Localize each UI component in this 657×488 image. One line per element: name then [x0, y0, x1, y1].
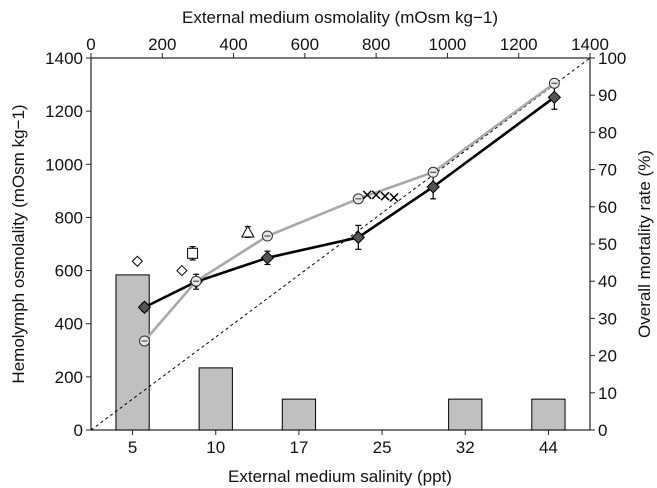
left-tick-label: 1200	[45, 102, 83, 121]
bottom-axis-title: External medium salinity (ppt)	[228, 467, 452, 486]
open-diamond-marker	[131, 255, 144, 267]
left-tick-label: 600	[55, 262, 83, 281]
extra-points	[131, 224, 255, 277]
bottom-tick-label: 44	[539, 438, 558, 457]
right-tick-label: 80	[598, 123, 617, 142]
diamond-marker	[351, 230, 366, 245]
x-marker-stroke	[371, 190, 381, 200]
open-diamond-marker	[176, 264, 188, 277]
mortality-bar	[448, 398, 483, 431]
series-line	[143, 82, 556, 342]
right-tick-label: 100	[598, 49, 626, 68]
left-tick-label: 200	[55, 368, 83, 387]
left-tick-label: 800	[55, 208, 83, 227]
mortality-bars	[115, 274, 566, 431]
top-tick-label: 0	[86, 35, 95, 54]
right-tick-label: 90	[598, 86, 617, 105]
diamond-marker	[260, 251, 275, 265]
bottom-tick-label: 17	[289, 438, 308, 457]
right-tick-label: 10	[598, 384, 617, 403]
isosmotic-line	[90, 57, 591, 431]
series-group	[137, 77, 562, 347]
top-tick-label: 200	[148, 35, 176, 54]
bottom-tick-label: 25	[373, 438, 392, 457]
top-tick-label: 1400	[571, 35, 609, 54]
right-tick-label: 60	[598, 198, 617, 217]
x-marker-stroke	[380, 191, 390, 201]
series-3	[362, 190, 399, 203]
right-tick-label: 30	[598, 309, 617, 328]
series-line	[143, 96, 556, 309]
series-2	[138, 77, 560, 347]
left-tick-label: 1400	[45, 49, 83, 68]
right-tick-label: 70	[598, 161, 617, 180]
top-tick-label: 1000	[429, 35, 467, 54]
top-axis-title: External medium osmolality (mOsm kg−1)	[182, 8, 498, 27]
bottom-tick-label: 10	[206, 438, 225, 457]
diamond-marker	[426, 180, 440, 194]
mortality-bar	[198, 367, 233, 431]
top-tick-label: 600	[291, 35, 319, 54]
top-tick-label: 1200	[500, 35, 538, 54]
right-tick-label: 50	[598, 235, 617, 254]
left-tick-label: 400	[55, 315, 83, 334]
axis-ticks: 0 200 400 600 800 1000 1200 1400020040060080010…	[45, 35, 626, 457]
left-tick-label: 0	[74, 421, 83, 440]
mortality-bar	[531, 398, 566, 431]
x-marker-stroke	[389, 192, 399, 203]
x-marker-stroke	[362, 190, 372, 200]
right-tick-label: 40	[598, 272, 617, 291]
open-triangle-marker	[240, 224, 255, 238]
top-tick-label: 800	[362, 35, 390, 54]
mortality-bar	[281, 398, 317, 431]
top-tick-label: 400	[219, 35, 247, 54]
left-axis-title: Hemolymph osmolality (mOsm kg−1)	[9, 104, 28, 383]
bottom-tick-label: 5	[128, 438, 137, 457]
bottom-tick-label: 32	[456, 438, 475, 457]
left-tick-label: 1000	[45, 155, 83, 174]
mortality-bar	[115, 274, 150, 431]
right-tick-label: 20	[598, 347, 617, 366]
diamond-marker	[547, 90, 562, 105]
right-axis-title: Overall mortality rate (%)	[635, 150, 654, 338]
diamond-marker	[137, 300, 152, 314]
open-square-marker	[187, 247, 199, 259]
right-tick-label: 0	[598, 421, 607, 440]
